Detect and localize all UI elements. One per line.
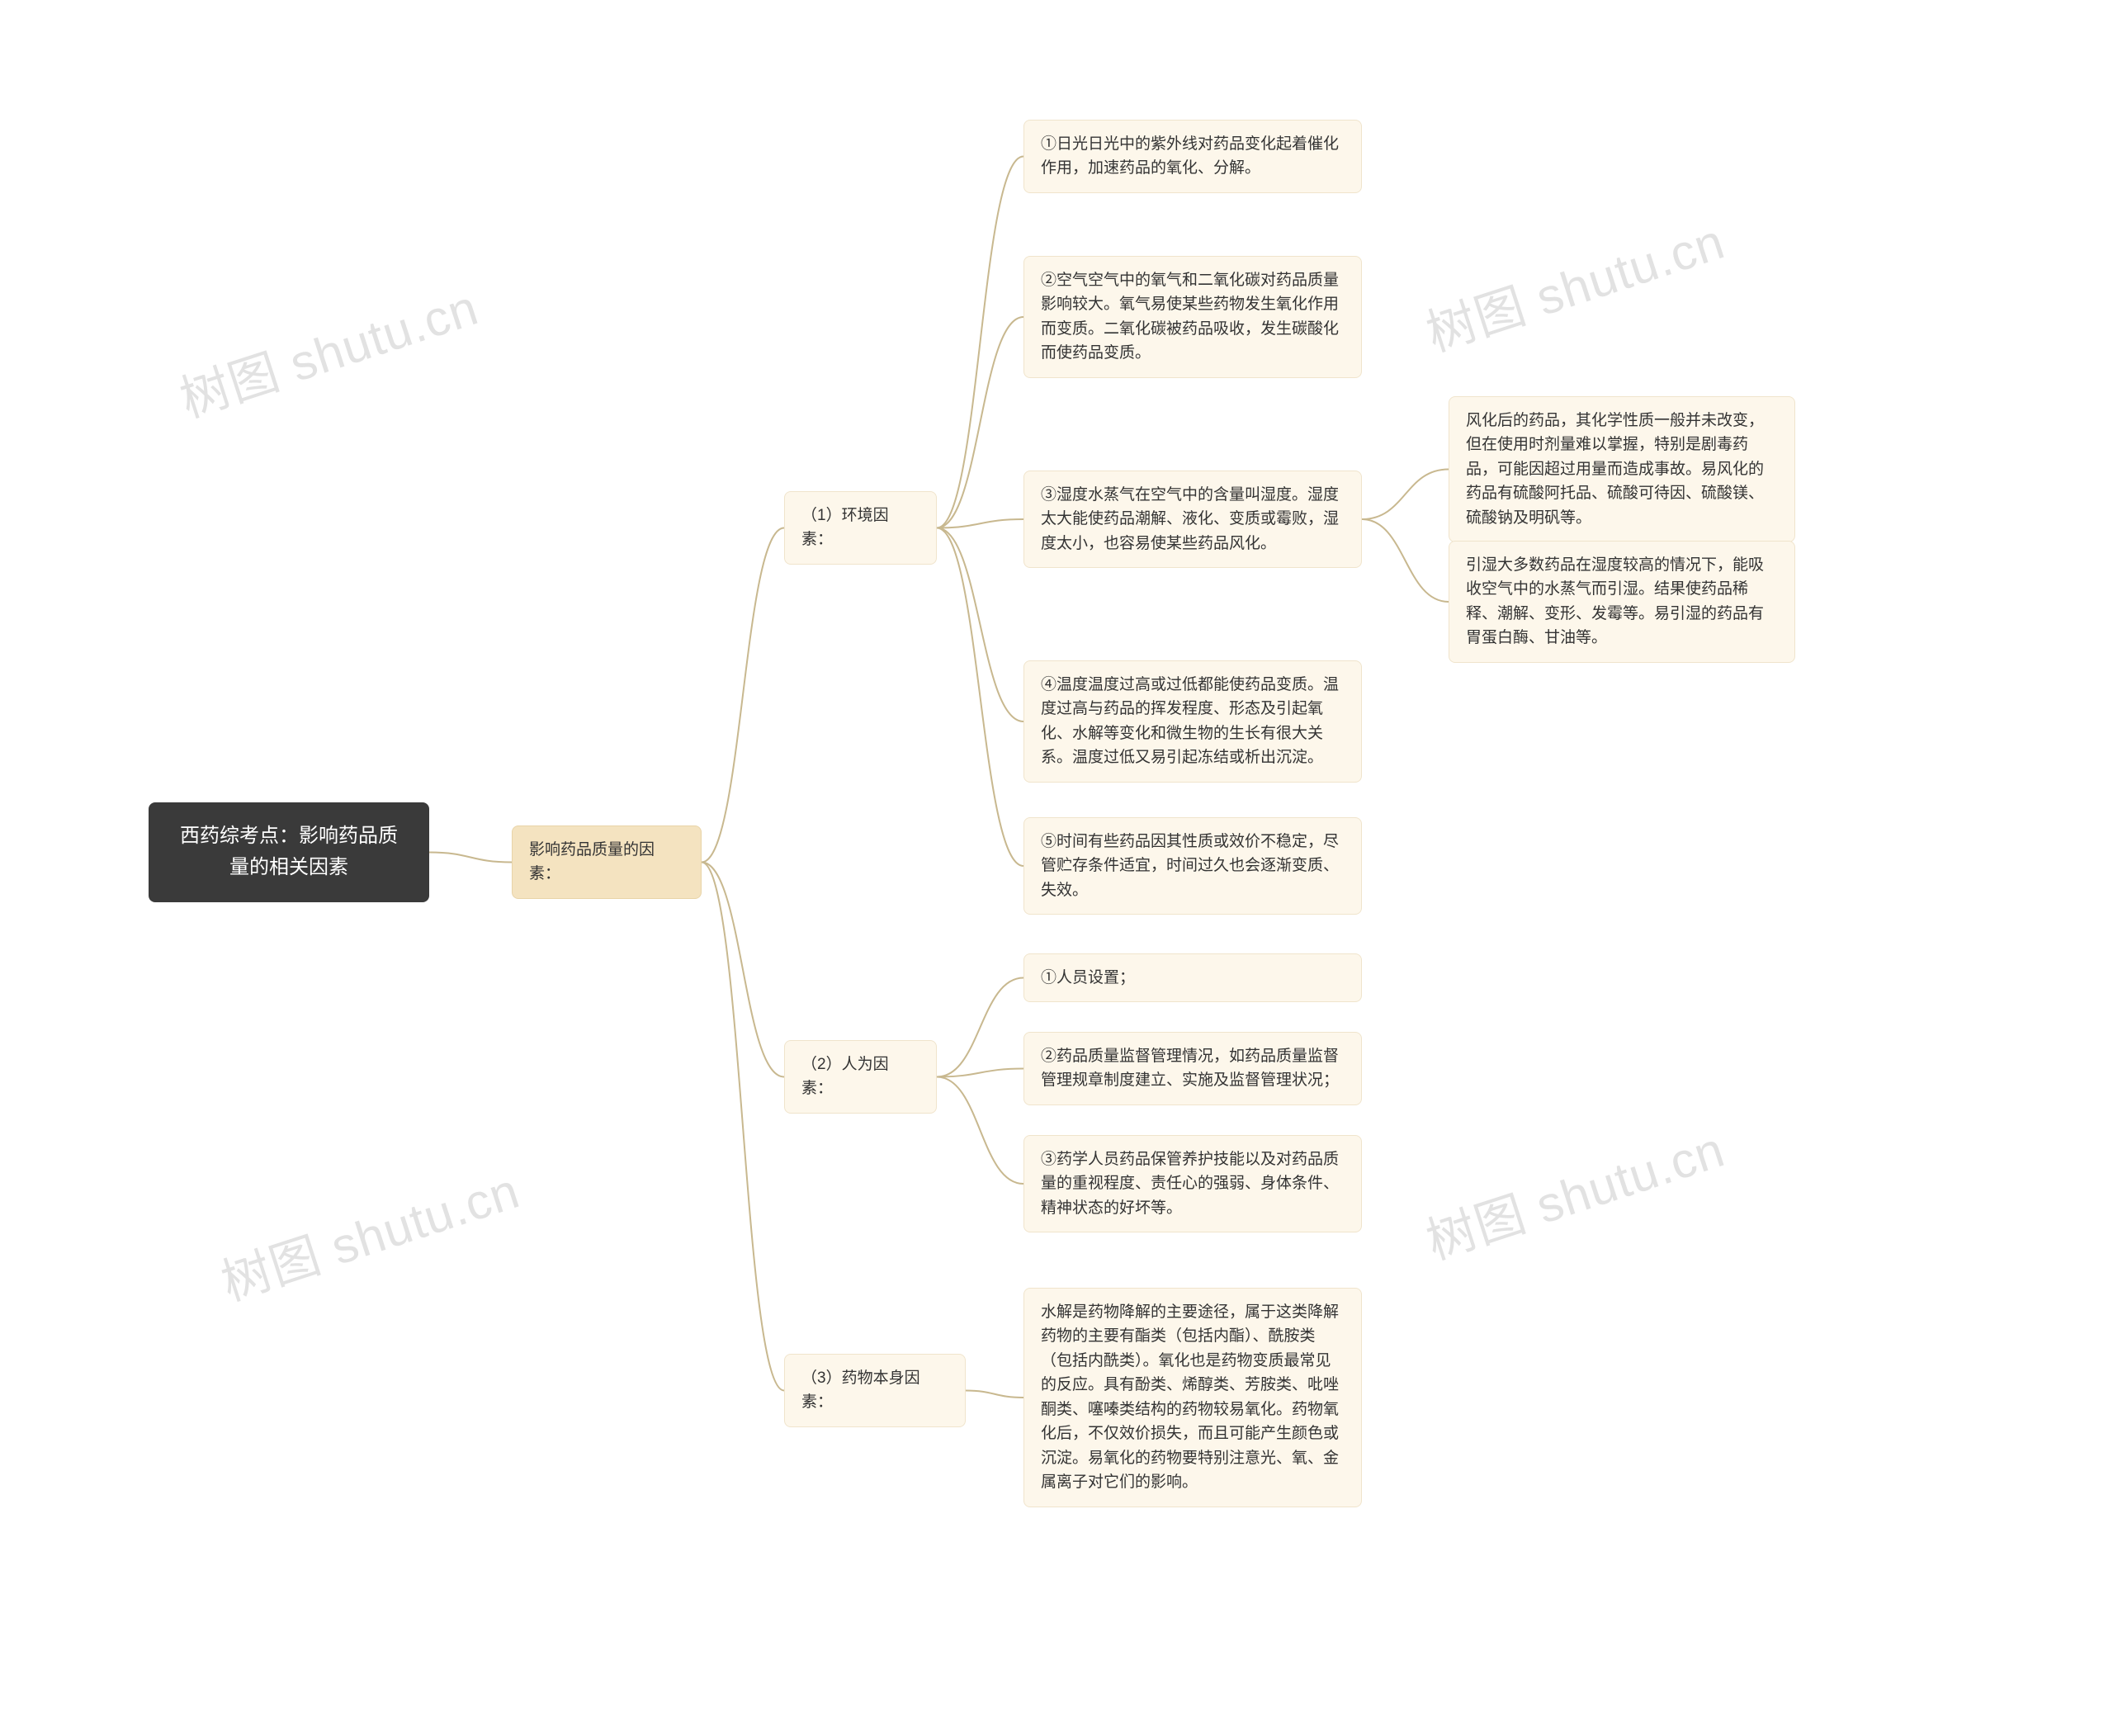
mindmap-canvas: 树图 shutu.cn 树图 shutu.cn 树图 shutu.cn 树图 shut… — [0, 0, 2113, 1736]
level4-node: 引湿大多数药品在湿度较高的情况下，能吸收空气中的水蒸气而引湿。结果使药品稀释、潮… — [1449, 541, 1795, 663]
level1-node: 影响药品质量的因素： — [512, 825, 702, 899]
level3-node: ⑤时间有些药品因其性质或效价不稳定，尽管贮存条件适宜，时间过久也会逐渐变质、失效… — [1023, 817, 1362, 915]
level3-node: ①日光日光中的紫外线对药品变化起着催化作用，加速药品的氧化、分解。 — [1023, 120, 1362, 193]
level3-node: ③药学人员药品保管养护技能以及对药品质量的重视程度、责任心的强弱、身体条件、精神… — [1023, 1135, 1362, 1232]
watermark: 树图 shutu.cn — [1416, 1109, 1732, 1273]
level3-node: 水解是药物降解的主要途径，属于这类降解药物的主要有酯类（包括内酯）、酰胺类（包括… — [1023, 1288, 1362, 1507]
level3-node: ②药品质量监督管理情况，如药品质量监督管理规章制度建立、实施及监督管理状况； — [1023, 1032, 1362, 1105]
root-node: 西药综考点：影响药品质 量的相关因素 — [149, 802, 429, 902]
level4-node: 风化后的药品，其化学性质一般并未改变，但在使用时剂量难以掌握，特别是剧毒药品，可… — [1449, 396, 1795, 542]
watermark: 树图 shutu.cn — [170, 267, 486, 431]
level3-node: ④温度温度过高或过低都能使药品变质。温度过高与药品的挥发程度、形态及引起氧化、水… — [1023, 660, 1362, 783]
level3-node: ②空气空气中的氧气和二氧化碳对药品质量影响较大。氧气易使某些药物发生氧化作用而变… — [1023, 256, 1362, 378]
watermark: 树图 shutu.cn — [1416, 201, 1732, 365]
root-line1: 西药综考点：影响药品质 — [172, 821, 406, 852]
root-line2: 量的相关因素 — [172, 852, 406, 883]
level2-node: （3）药物本身因素： — [784, 1354, 966, 1427]
level3-node: ③湿度水蒸气在空气中的含量叫湿度。湿度太大能使药品潮解、液化、变质或霉败，湿度太… — [1023, 471, 1362, 568]
level2-node: （2）人为因素： — [784, 1040, 937, 1114]
level2-node: （1）环境因素： — [784, 491, 937, 565]
level3-node: ①人员设置； — [1023, 953, 1362, 1002]
watermark: 树图 shutu.cn — [211, 1151, 527, 1314]
